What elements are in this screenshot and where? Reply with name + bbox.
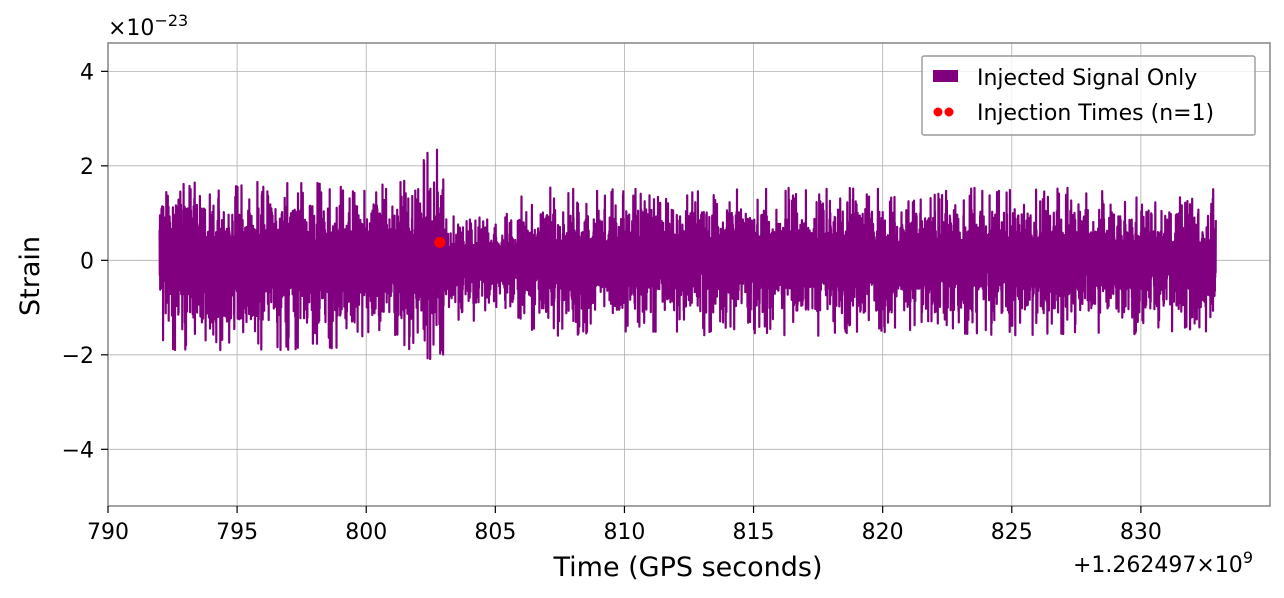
x-axis-label: Time (GPS seconds) xyxy=(552,552,822,583)
y-multiplier-label: ×10−23 xyxy=(108,11,188,41)
signal-series-group xyxy=(158,148,1217,361)
x-tick-label: 810 xyxy=(603,520,645,545)
legend-swatch-signal xyxy=(933,70,958,82)
x-tick-label: 795 xyxy=(216,520,258,545)
x-tick-label: 825 xyxy=(991,520,1033,545)
x-axis-ticks: 790 795 800 805 810 815 820 825 830 xyxy=(87,506,1162,545)
y-tick-label: 4 xyxy=(80,60,94,85)
x-tick-label: 805 xyxy=(474,520,516,545)
x-tick-label: 800 xyxy=(345,520,387,545)
injection-marker-group xyxy=(434,236,446,248)
injection-time-marker xyxy=(434,236,446,248)
legend: Injected Signal Only Injection Times (n=… xyxy=(921,55,1256,136)
x-tick-label: 815 xyxy=(733,520,775,545)
signal-trace xyxy=(158,148,1217,361)
legend-swatch-injection-dot xyxy=(944,107,954,117)
y-axis-label: Strain xyxy=(15,236,46,316)
y-axis-ticks: −4 −2 0 2 4 xyxy=(62,60,108,463)
y-tick-label: −2 xyxy=(62,344,94,369)
y-tick-label: −4 xyxy=(62,438,94,463)
x-tick-label: 820 xyxy=(862,520,904,545)
legend-swatch-injection-dot xyxy=(933,107,943,117)
x-tick-label: 790 xyxy=(87,520,129,545)
legend-box xyxy=(921,55,1256,136)
axes-frame xyxy=(107,42,1271,507)
legend-label-injection: Injection Times (n=1) xyxy=(977,101,1214,126)
x-tick-label: 830 xyxy=(1120,520,1162,545)
y-tick-label: 0 xyxy=(80,249,94,274)
y-tick-label: 2 xyxy=(80,155,94,180)
x-offset-label: +1.262497×109 xyxy=(1073,548,1253,578)
legend-label-signal: Injected Signal Only xyxy=(977,66,1197,91)
